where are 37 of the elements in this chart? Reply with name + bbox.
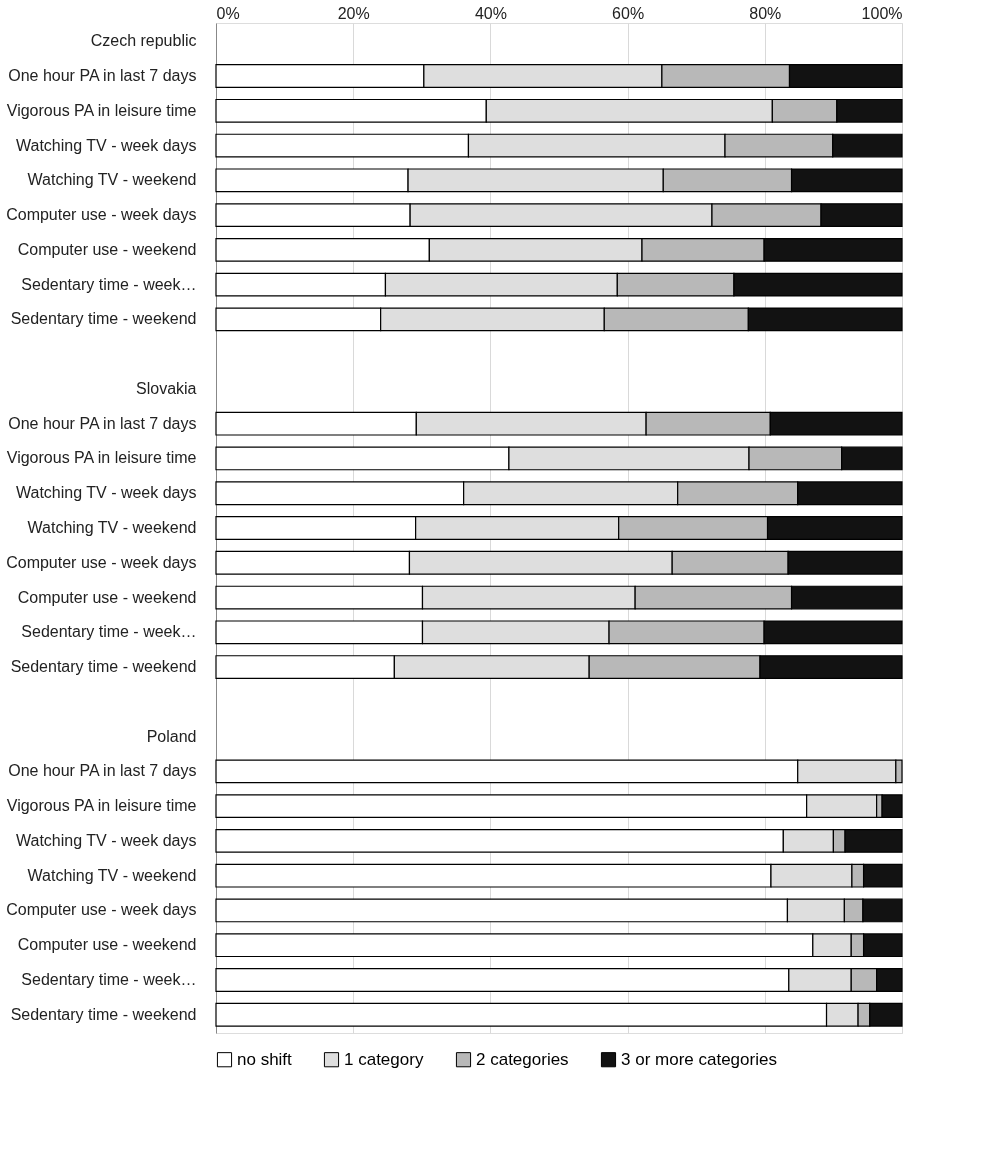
x-tick-label: 80%	[749, 4, 782, 22]
y-tick-label: Sedentary time - weekend	[10, 1005, 197, 1023]
legend-label: 1 category	[344, 1049, 424, 1069]
y-tick-label: One hour PA in last 7 days	[8, 762, 197, 780]
y-tick-label: Computer use - weekend	[17, 240, 197, 258]
y-tick-label: Sedentary time - week…	[21, 623, 197, 641]
x-tick-label: 40%	[474, 4, 507, 22]
y-tick-label: Computer use - week days	[6, 553, 197, 571]
y-tick-label: Vigorous PA in leisure time	[6, 797, 197, 815]
y-tick-label: Watching TV - week days	[15, 484, 197, 502]
y-tick-label: Computer use - week days	[6, 206, 197, 224]
x-tick-label: 100%	[861, 4, 903, 22]
x-tick-label: 20%	[337, 4, 370, 22]
x-tick-label: 60%	[612, 4, 645, 22]
legend-label: 2 categories	[476, 1049, 569, 1069]
y-tick-label: Sedentary time - week…	[21, 275, 197, 293]
y-tick-label: Czech republic	[90, 32, 197, 50]
y-tick-label: Poland	[146, 727, 197, 745]
y-tick-label: Watching TV - weekend	[27, 171, 197, 189]
y-tick-label: One hour PA in last 7 days	[8, 414, 197, 432]
y-tick-label: Computer use - week days	[6, 901, 197, 919]
x-tick-label: 0%	[216, 4, 240, 22]
y-tick-label: Computer use - weekend	[17, 588, 197, 606]
y-tick-label: Watching TV - week days	[15, 136, 197, 154]
y-tick-label: Watching TV - weekend	[27, 866, 197, 884]
y-tick-label: One hour PA in last 7 days	[8, 67, 197, 85]
legend-label: no shift	[237, 1049, 293, 1069]
y-tick-label: Vigorous PA in leisure time	[6, 101, 197, 119]
y-tick-label: Sedentary time - weekend	[10, 310, 197, 328]
y-tick-label: Slovakia	[136, 379, 197, 397]
y-tick-label: Sedentary time - weekend	[10, 658, 197, 676]
y-tick-label: Computer use - weekend	[17, 936, 197, 954]
y-tick-label: Vigorous PA in leisure time	[6, 449, 197, 467]
legend-label: 3 or more categories	[621, 1049, 777, 1069]
y-tick-label: Sedentary time - week…	[21, 970, 197, 988]
y-tick-label: Watching TV - week days	[15, 831, 197, 849]
y-tick-label: Watching TV - weekend	[27, 519, 197, 536]
